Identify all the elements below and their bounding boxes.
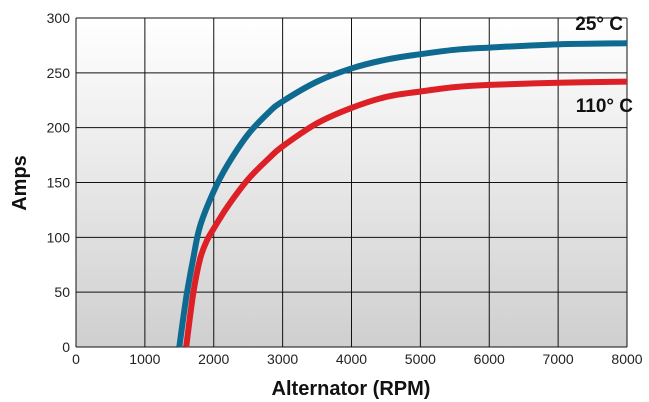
y-tick-label-3: 150 xyxy=(47,175,71,191)
grid xyxy=(75,17,628,348)
y-tick-label-1: 50 xyxy=(54,284,70,300)
x-tick-labels: 0 1000 2000 3000 4000 5000 6000 7000 8000 xyxy=(72,351,643,367)
x-axis-title: Alternator (RPM) xyxy=(272,378,431,400)
series-label-25c: 25° C xyxy=(575,14,623,35)
x-tick-label-4: 4000 xyxy=(336,351,367,367)
x-tick-label-8: 8000 xyxy=(611,351,642,367)
series-lines xyxy=(176,40,628,348)
x-tick-label-2: 2000 xyxy=(198,351,229,367)
y-tick-label-0: 0 xyxy=(62,339,70,355)
x-tick-label-0: 0 xyxy=(72,351,80,367)
y-tick-label-6: 300 xyxy=(47,10,71,26)
series-label-110c: 110° C xyxy=(576,96,634,117)
x-tick-label-7: 7000 xyxy=(543,351,574,367)
y-axis-title: Amps xyxy=(9,155,31,211)
y-tick-label-4: 200 xyxy=(47,120,71,136)
y-tick-label-2: 100 xyxy=(47,229,71,245)
x-tick-label-1: 1000 xyxy=(129,351,160,367)
x-tick-label-6: 6000 xyxy=(474,351,505,367)
x-tick-label-3: 3000 xyxy=(267,351,298,367)
series-line-25c xyxy=(176,40,628,348)
series-line-110c xyxy=(183,78,628,348)
x-tick-label-5: 5000 xyxy=(405,351,436,367)
y-tick-labels: 0 50 100 150 200 250 300 xyxy=(47,10,71,355)
y-tick-label-5: 250 xyxy=(47,65,71,81)
